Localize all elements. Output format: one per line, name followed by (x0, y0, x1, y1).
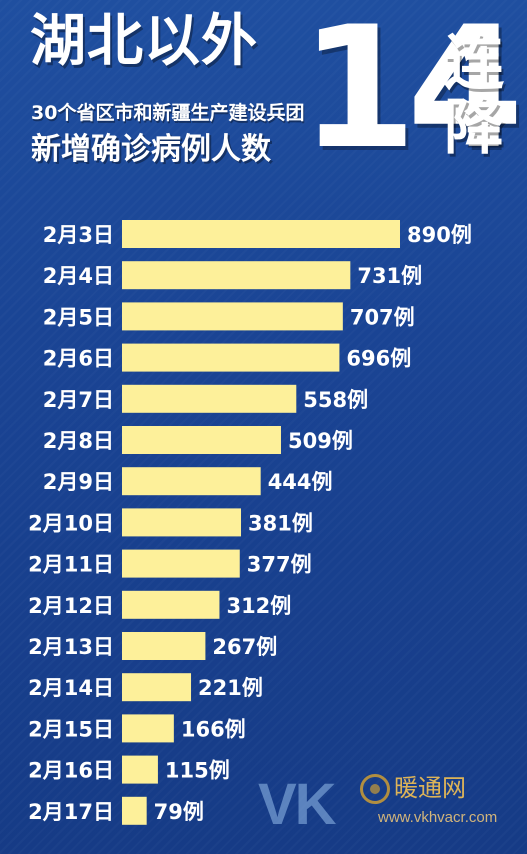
category-label: 2月5日 (43, 305, 114, 329)
value-label: 696例 (346, 347, 411, 371)
bar (122, 632, 206, 660)
bar (122, 590, 220, 619)
value-label: 444例 (268, 470, 333, 494)
watermark: VK 暖通网 www.vkhvacr.com (258, 770, 520, 834)
value-label: 79例 (154, 800, 204, 824)
value-label: 731例 (357, 264, 422, 288)
value-label: 115例 (165, 759, 230, 783)
category-label: 2月3日 (43, 223, 114, 247)
bar (122, 261, 351, 290)
category-label: 2月7日 (43, 388, 114, 412)
category-label: 2月8日 (43, 429, 114, 453)
value-label: 312例 (226, 594, 291, 618)
category-label: 2月13日 (28, 635, 114, 659)
watermark-name: 暖通网 (394, 774, 466, 802)
bar (122, 302, 343, 331)
watermark-url: www.vkhvacr.com (378, 809, 498, 826)
category-label: 2月6日 (43, 347, 114, 371)
value-label: 558例 (303, 388, 368, 412)
category-label: 2月15日 (28, 717, 114, 741)
value-label: 267例 (212, 635, 277, 659)
decline-word: 降 (444, 93, 504, 163)
value-label: 890例 (407, 223, 472, 247)
category-label: 2月10日 (28, 511, 114, 535)
bar (122, 467, 261, 496)
subtitle-regions: 30个省区市和新疆生产建设兵团 (31, 102, 305, 124)
value-label: 221例 (198, 676, 263, 700)
header: 湖北以外 30个省区市和新疆生产建设兵团 新增确诊病例人数 14 连 降 (0, 0, 527, 205)
bar (122, 549, 240, 578)
category-label: 2月12日 (28, 594, 114, 618)
bar (122, 508, 242, 537)
value-label: 707例 (350, 305, 415, 329)
bar (122, 220, 400, 248)
watermark-emblem-icon (360, 774, 390, 804)
bar (122, 384, 297, 413)
main-title: 湖北以外 (30, 9, 258, 74)
category-label: 2月4日 (43, 264, 114, 288)
bar (122, 426, 281, 454)
subtitle-new-cases: 新增确诊病例人数 (31, 132, 271, 167)
category-label: 2月16日 (28, 759, 114, 783)
value-label: 166例 (181, 717, 246, 741)
bar (122, 714, 174, 743)
bar (122, 673, 192, 702)
bar (122, 343, 340, 372)
bar (122, 755, 158, 784)
consecutive-word: 连 (444, 29, 504, 99)
bar (122, 796, 147, 825)
value-label: 377例 (247, 553, 312, 577)
category-label: 2月14日 (28, 676, 114, 700)
consecutive-days-number: 14 (300, 0, 524, 186)
category-label: 2月17日 (28, 800, 114, 824)
value-label: 381例 (248, 511, 313, 535)
value-label: 509例 (288, 429, 353, 453)
category-label: 2月11日 (28, 553, 114, 577)
bar-chart: 2月3日 890例 2月4日 731例 2月5日 707例 2月6日 696例 2月7日 558例… (28, 220, 472, 825)
category-label: 2月9日 (43, 470, 114, 494)
watermark-vk-logo: VK (258, 772, 337, 837)
